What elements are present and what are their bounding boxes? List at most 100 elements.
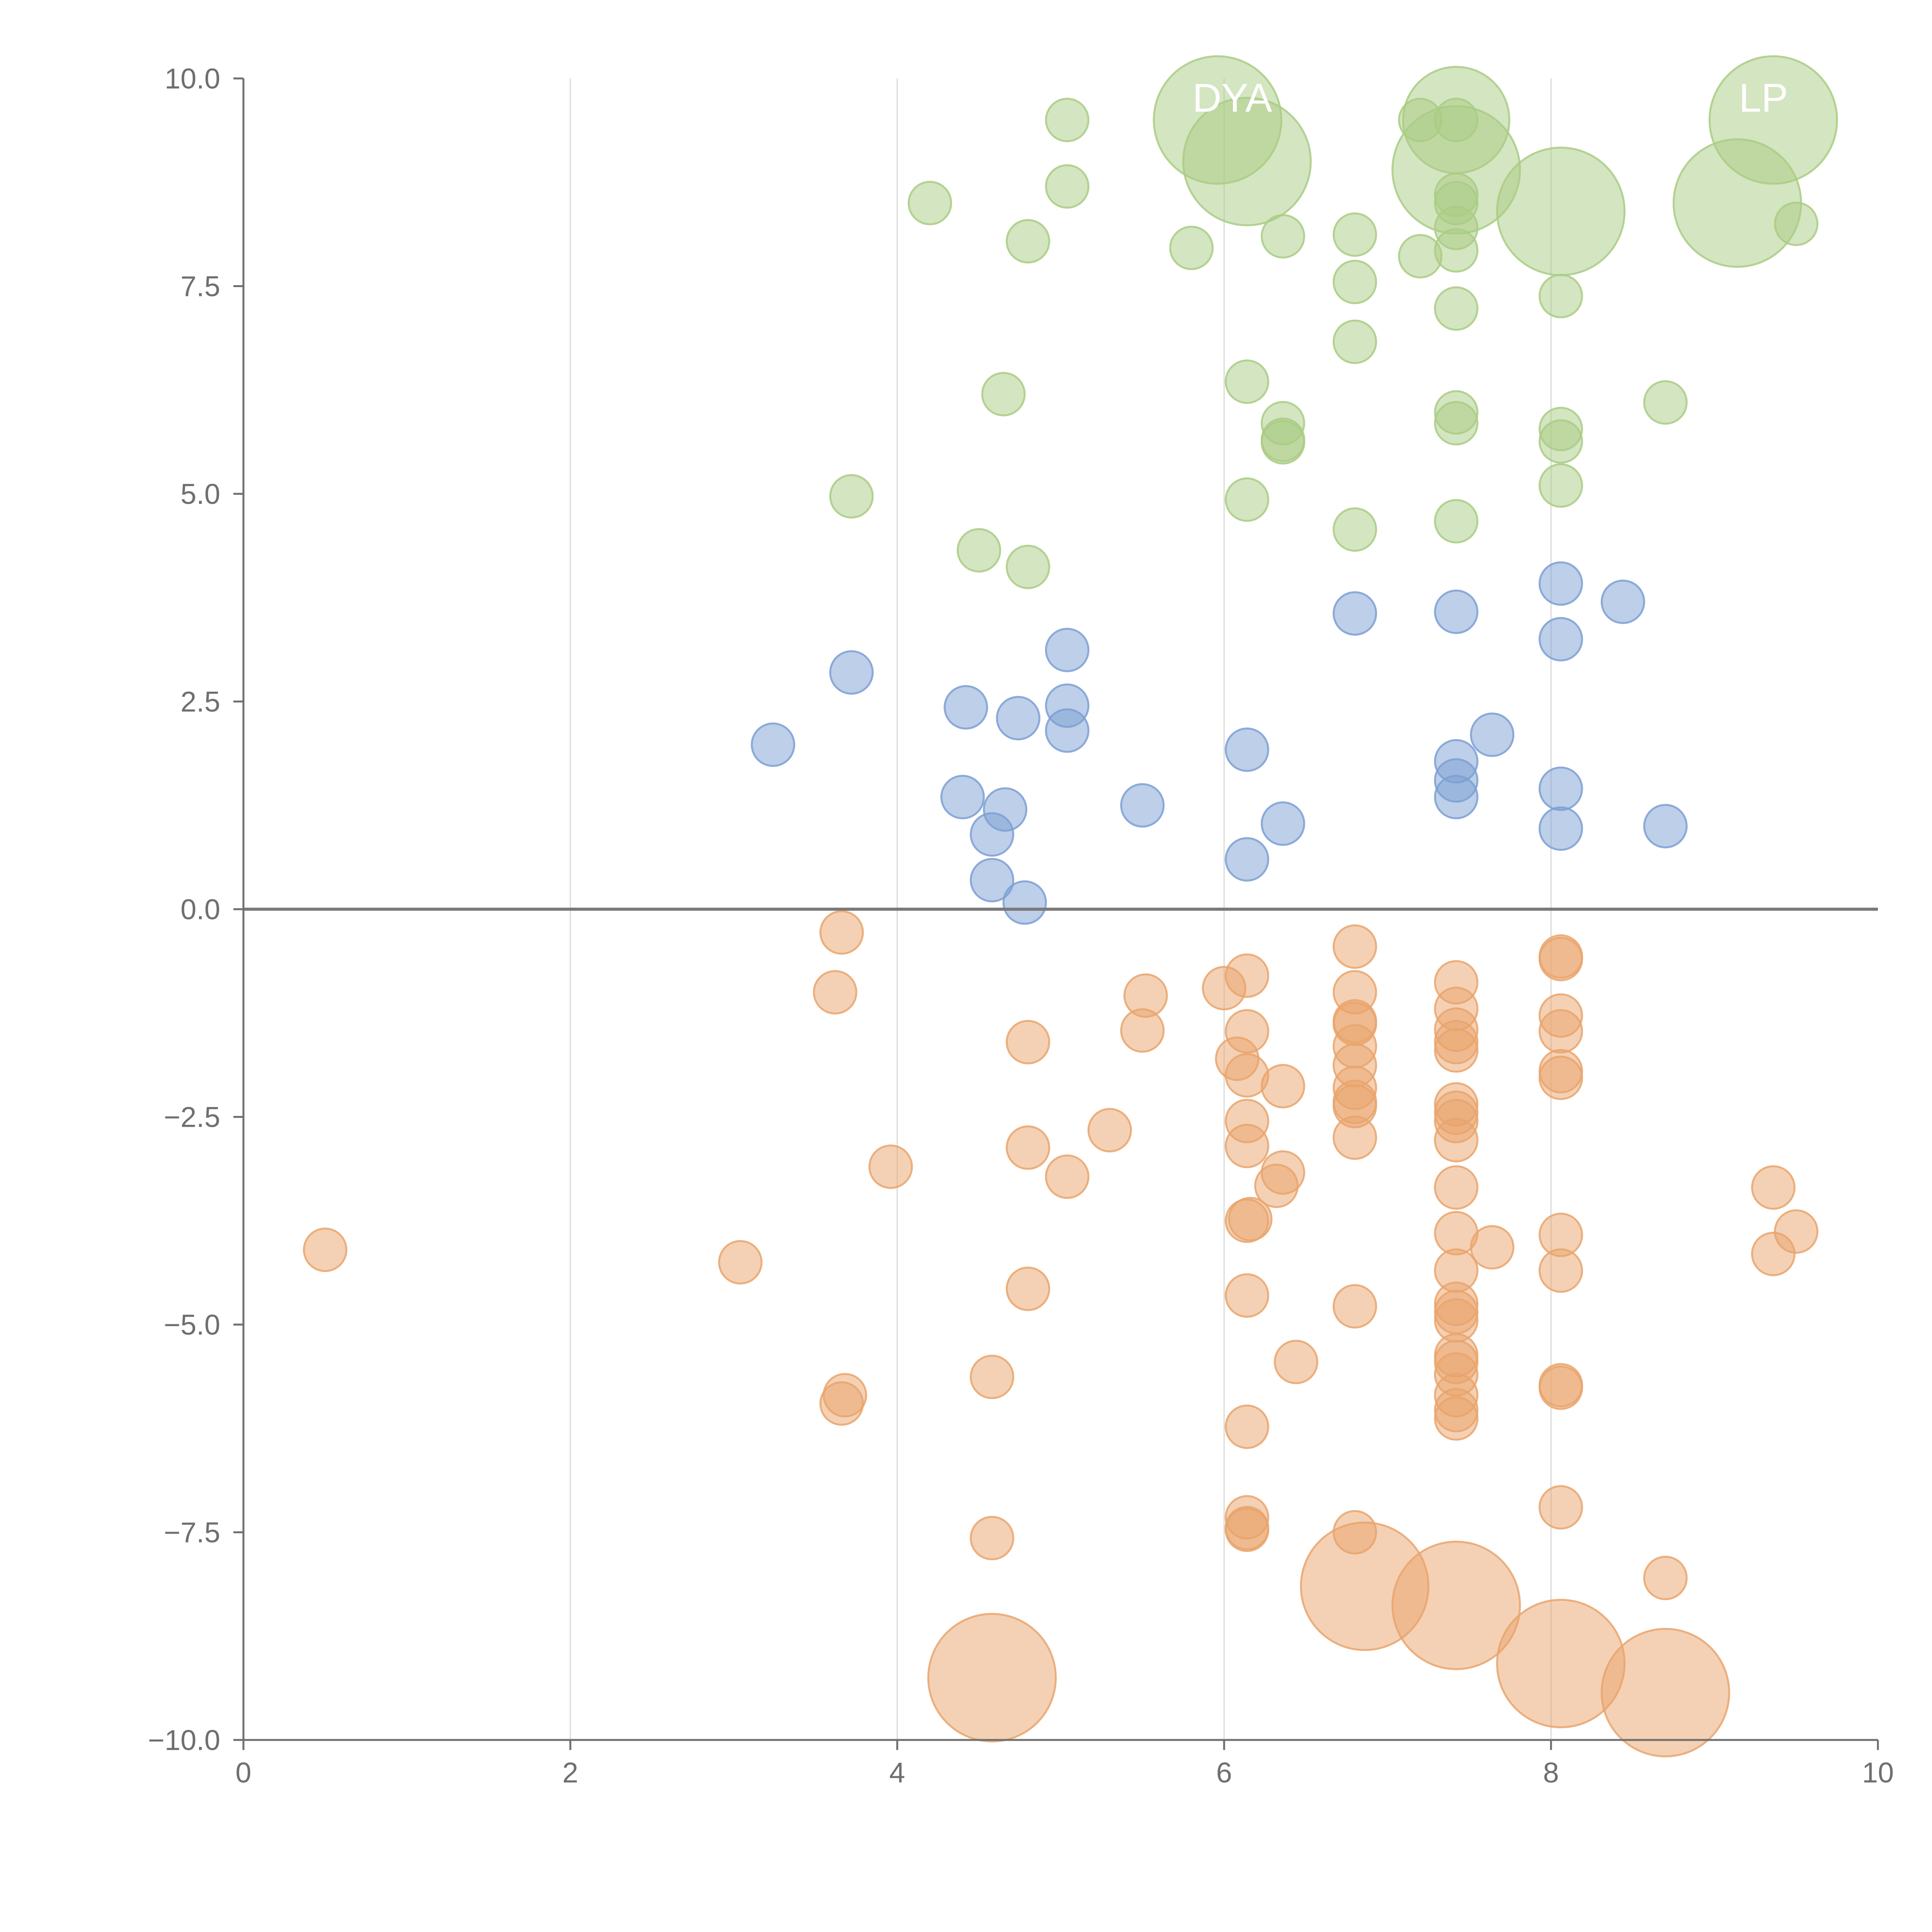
data-point-blue (1538, 561, 1583, 606)
data-point-orange (1274, 1340, 1318, 1384)
data-point-orange (1260, 1150, 1305, 1195)
data-point-green (1045, 98, 1090, 142)
data-point-orange (1225, 1507, 1269, 1552)
data-point-orange (823, 1373, 867, 1418)
data-point-blue (996, 696, 1041, 740)
data-point-orange (1538, 1248, 1583, 1293)
data-point-orange (1228, 1197, 1273, 1242)
data-point-green (957, 528, 1001, 573)
data-point-orange (1538, 1485, 1583, 1530)
data-point-orange (813, 970, 857, 1015)
y-tick-label: 10.0 (165, 63, 220, 95)
data-point-blue (1225, 837, 1269, 882)
data-point-blue (1470, 713, 1515, 757)
data-point-blue (1538, 766, 1583, 811)
data-point-orange (819, 910, 864, 955)
data-point-green (1774, 201, 1818, 246)
data-point-green (1005, 219, 1050, 264)
data-point-green (1260, 420, 1305, 465)
data-point-orange (1260, 1064, 1305, 1109)
data-point-green (1434, 499, 1479, 544)
data-point-green (1332, 320, 1377, 364)
y-tick-label: −5.0 (164, 1309, 220, 1341)
data-point-green (1708, 55, 1838, 185)
data-point-blue (983, 787, 1027, 832)
data-point-blue (829, 650, 874, 695)
data-point-orange (1434, 1118, 1479, 1163)
y-tick-label: 7.5 (180, 270, 220, 303)
data-point-green (981, 372, 1026, 417)
data-point-green (1434, 401, 1479, 446)
data-point-orange (1005, 1020, 1050, 1065)
data-point-orange (1470, 1225, 1515, 1270)
data-point-orange (1332, 1115, 1377, 1160)
data-point-orange (1005, 1125, 1050, 1170)
data-point-orange (1087, 1108, 1132, 1153)
data-point-green (1169, 226, 1214, 270)
axes: 10.0 7.5 5.0 2.5 0.0 −2.5 −5.0 −7.5 −10.0 0 2 4 6 8 10 (148, 63, 1894, 1789)
data-point-green (1496, 146, 1626, 276)
data-point-green (1538, 274, 1583, 318)
data-point-orange (1391, 1541, 1521, 1670)
data-point-green (1538, 463, 1583, 508)
data-point-orange (1005, 1267, 1050, 1311)
x-tick-label: 4 (889, 1757, 905, 1789)
data-point-green (1332, 260, 1377, 304)
data-point-orange (1538, 1009, 1583, 1054)
data-point-green (1260, 214, 1305, 259)
data-point-orange (1774, 1209, 1818, 1254)
data-point-green (1538, 419, 1583, 464)
data-point-orange (1045, 1154, 1090, 1199)
data-point-orange (1225, 1009, 1269, 1054)
data-point-orange (1538, 1055, 1583, 1100)
data-point-orange (1123, 973, 1168, 1018)
data-point-green (1005, 544, 1050, 589)
x-tick-label: 6 (1216, 1757, 1232, 1789)
y-tick-label: −2.5 (164, 1101, 220, 1133)
data-point-blue (1643, 804, 1688, 849)
data-point-green (1434, 228, 1479, 273)
data-point-blue (940, 775, 985, 820)
y-tick-label: 2.5 (180, 686, 220, 718)
data-point-orange (1434, 1028, 1479, 1073)
data-point-orange (718, 1240, 763, 1285)
data-point-blue (944, 685, 988, 730)
data-point-orange (1600, 1628, 1730, 1757)
x-tick-label: 8 (1543, 1757, 1559, 1789)
data-point-green (908, 181, 952, 225)
data-point-green (829, 474, 874, 519)
annotations: DYA LP (1192, 76, 1788, 121)
data-point-orange (1225, 953, 1269, 998)
data-point-orange (1538, 1365, 1583, 1410)
data-point-green (1643, 380, 1688, 425)
data-point-green (1332, 212, 1377, 257)
data-point-orange (969, 1516, 1014, 1561)
data-point-blue (1600, 580, 1645, 624)
data-point-blue (751, 722, 796, 767)
x-tick-label: 0 (235, 1757, 251, 1789)
data-point-blue (1120, 783, 1165, 828)
y-tick-label: 5.0 (180, 478, 220, 510)
data-point-blue (1002, 880, 1047, 925)
annotation-label: DYA (1192, 76, 1272, 121)
data-point-blue (1225, 727, 1269, 772)
data-point-blue (1434, 589, 1479, 634)
data-point-orange (303, 1228, 347, 1272)
data-point-orange (1434, 1396, 1479, 1441)
y-tick-label: −7.5 (164, 1517, 220, 1549)
data-point-green (1182, 97, 1312, 226)
data-point-orange (1225, 1404, 1269, 1449)
data-point-orange (1332, 924, 1377, 969)
data-point-green (1434, 286, 1479, 331)
data-point-blue (1434, 775, 1479, 820)
data-points (303, 55, 1838, 1757)
data-point-blue (1260, 801, 1305, 846)
data-point-orange (1751, 1165, 1796, 1210)
y-tick-label: 0.0 (180, 893, 220, 925)
data-point-orange (1643, 1556, 1688, 1600)
y-tick-label: −10.0 (148, 1724, 220, 1756)
data-point-orange (1332, 1284, 1377, 1329)
data-point-blue (969, 858, 1014, 903)
